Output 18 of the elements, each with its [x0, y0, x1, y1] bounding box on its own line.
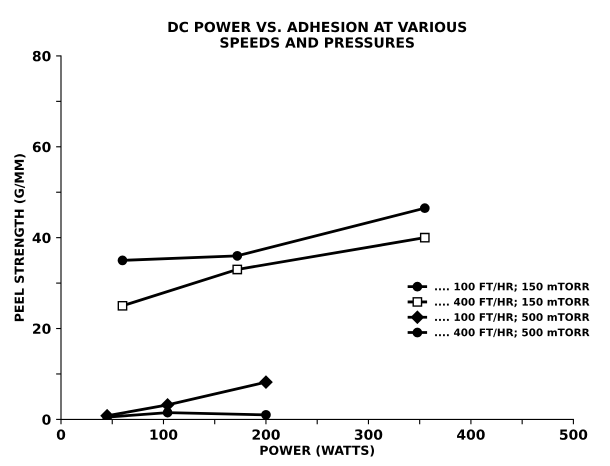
legend-label: .... 100 FT/HR; 150 mTORR: [435, 282, 590, 292]
chart-title: DC POWER VS. ADHESION AT VARIOUS SPEEDS AND PRESSURES: [168, 22, 466, 48]
x-tick-label: 300: [354, 429, 382, 440]
y-axis-title: PEEL STRENGTH (G/MM): [14, 154, 26, 322]
legend-label: .... 400 FT/HR; 150 mTORR: [435, 298, 590, 308]
x-tick-label: 200: [252, 429, 280, 440]
x-tick-label: 400: [457, 429, 485, 440]
legend-label: .... 100 FT/HR; 500 mTORR: [435, 313, 590, 322]
x-tick-label: 500: [560, 429, 588, 440]
x-tick-label: 0: [56, 429, 66, 440]
legend-label: .... 400 FT/HR; 500 mTORR: [435, 328, 590, 338]
x-axis-title: POWER (WATTS): [260, 445, 374, 456]
y-tick-label: 0: [42, 414, 51, 425]
x-tick-label: 100: [150, 429, 178, 440]
y-tick-label: 60: [32, 142, 51, 152]
y-tick-label: 20: [33, 324, 51, 334]
y-tick-label: 80: [32, 50, 51, 62]
y-tick-label: 40: [32, 232, 51, 244]
